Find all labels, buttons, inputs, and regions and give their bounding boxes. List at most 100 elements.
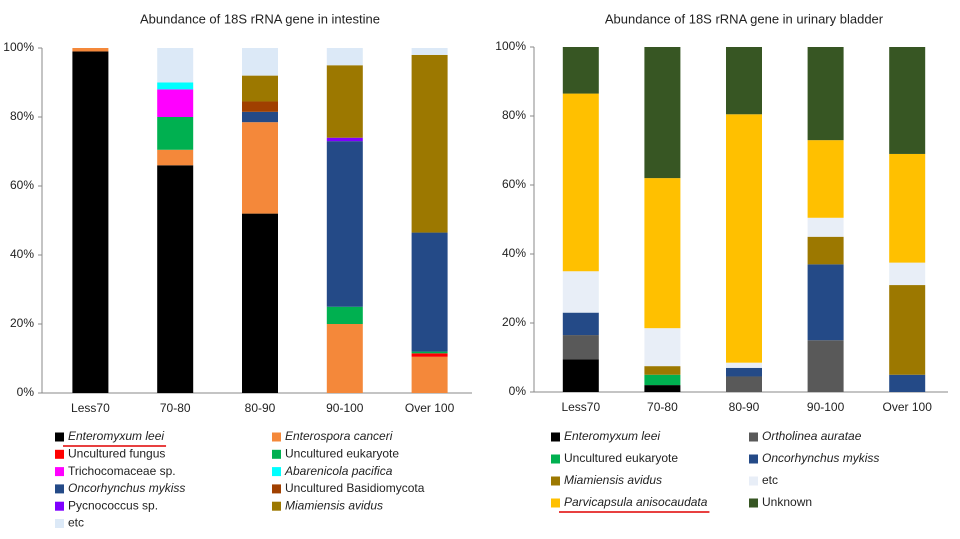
y-tick-label: 20% <box>10 316 34 330</box>
bar-segment <box>242 213 278 393</box>
x-tick-label: 80-90 <box>245 401 276 415</box>
bar-segment <box>562 47 599 94</box>
bar-segment <box>242 48 278 76</box>
y-tick-label: 60% <box>10 178 34 192</box>
legend-label: Miamiensis avidus <box>564 473 662 487</box>
legend-label: Oncorhynchus mykiss <box>762 451 879 465</box>
y-tick-label: 0% <box>17 385 35 399</box>
bar-segment <box>326 48 363 66</box>
x-tick-label: Less70 <box>561 400 600 414</box>
bar-segment <box>807 47 844 141</box>
legend-label: Uncultured Basidiomycota <box>285 481 425 495</box>
legend-swatch <box>55 501 64 511</box>
bar-segment <box>807 340 844 392</box>
y-tick-label: 40% <box>10 247 34 261</box>
bar-segment <box>242 75 278 102</box>
legend-swatch <box>272 449 281 459</box>
bar-segment <box>411 351 448 354</box>
bar-segment <box>726 114 762 363</box>
y-tick-label: 20% <box>502 315 526 329</box>
bar-segment <box>889 262 926 286</box>
legend-label: etc <box>68 516 84 530</box>
bar-segment <box>644 178 681 329</box>
legend-label: Miamiensis avidus <box>285 498 383 512</box>
x-tick-label: Over 100 <box>883 400 933 414</box>
legend-label: Uncultured eukaryote <box>285 446 399 460</box>
bar-segment <box>807 236 844 265</box>
bar-segment <box>889 374 926 392</box>
legend-swatch <box>272 467 281 477</box>
bar-segment <box>411 356 448 393</box>
x-tick-label: Over 100 <box>405 401 455 415</box>
bar-segment <box>326 65 363 138</box>
legend-label: Abarenicola pacifica <box>284 464 393 478</box>
bar-segment <box>326 306 363 324</box>
x-tick-label: 70-80 <box>647 400 678 414</box>
x-tick-label: 70-80 <box>160 401 191 415</box>
legend-label: Enteromyxum leei <box>564 429 660 443</box>
legend-label: Ortholinea auratae <box>762 429 862 443</box>
bar-segment <box>157 82 194 90</box>
bar-segment <box>562 335 599 360</box>
bar-segment <box>726 362 762 368</box>
y-tick-label: 100% <box>3 40 34 54</box>
legend-label: Uncultured fungus <box>68 446 165 460</box>
legend-swatch <box>551 454 560 464</box>
bar-segment <box>807 140 844 218</box>
bar-segment <box>562 359 599 392</box>
bar-segment <box>644 47 681 179</box>
legend-label: Trichocomaceae sp. <box>68 464 176 478</box>
bar-segment <box>326 324 363 393</box>
x-tick-label: 90-100 <box>326 401 364 415</box>
legend-swatch <box>272 432 281 442</box>
legend-swatch <box>55 467 64 477</box>
legend-label: Uncultured eukaryote <box>564 451 678 465</box>
legend-label: etc <box>762 473 778 487</box>
bar-segment <box>889 285 926 375</box>
bar-segment <box>72 48 109 52</box>
legend-swatch <box>55 484 64 494</box>
bar-segment <box>157 89 194 117</box>
bar-segment <box>644 374 681 386</box>
bar-segment <box>242 111 278 123</box>
bar-segment <box>644 366 681 375</box>
bar-segment <box>72 51 109 393</box>
legend-swatch <box>551 498 560 508</box>
legend-swatch <box>272 501 281 511</box>
bar-segment <box>889 47 926 154</box>
legend-swatch <box>551 476 560 486</box>
bar-segment <box>562 271 599 313</box>
legend-swatch <box>272 484 281 494</box>
y-tick-label: 0% <box>509 384 527 398</box>
bar-segment <box>726 376 762 392</box>
chart-title: Abundance of 18S rRNA gene in intestine <box>140 11 380 26</box>
legend-swatch <box>55 519 64 528</box>
legend-label: Enteromyxum leei <box>68 429 164 443</box>
y-tick-label: 100% <box>495 39 526 53</box>
legend-label: Unknown <box>762 495 812 509</box>
bar-segment <box>157 117 194 150</box>
x-tick-label: Less70 <box>71 401 110 415</box>
legend-swatch <box>55 449 64 459</box>
bar-segment <box>644 385 681 392</box>
bar-segment <box>411 232 448 352</box>
legend-swatch <box>749 498 758 508</box>
legend-swatch <box>551 432 560 442</box>
bar-segment <box>562 312 599 336</box>
bar-segment <box>807 264 844 341</box>
bar-segment <box>726 367 762 377</box>
y-tick-label: 60% <box>502 177 526 191</box>
legend-swatch <box>749 432 758 442</box>
bar-segment <box>242 101 278 112</box>
chart-title: Abundance of 18S rRNA gene in urinary bl… <box>605 11 884 26</box>
legend-label: Oncorhynchus mykiss <box>68 481 185 495</box>
bar-segment <box>807 217 844 237</box>
bar-segment <box>157 48 194 83</box>
bar-segment <box>242 122 278 214</box>
x-tick-label: 80-90 <box>729 400 760 414</box>
bar-segment <box>411 48 448 55</box>
legend-swatch <box>55 432 64 442</box>
bar-segment <box>889 153 926 263</box>
bar-segment <box>411 54 448 233</box>
